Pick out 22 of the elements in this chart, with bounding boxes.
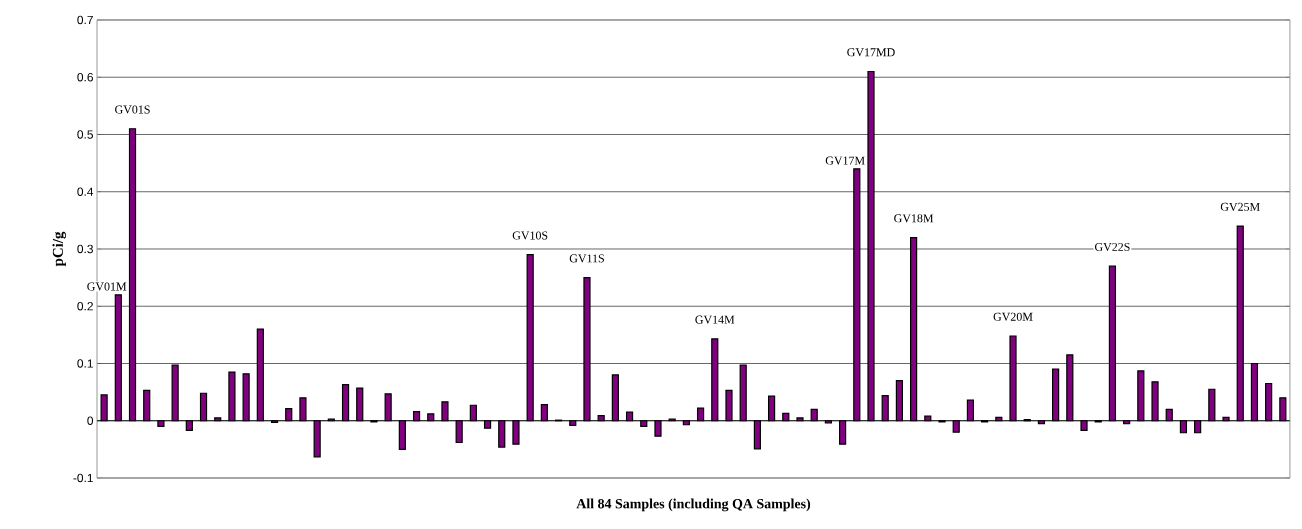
- data-label: GV11S: [569, 254, 604, 263]
- y-tick-label: -0.1: [73, 473, 93, 483]
- y-tick-label: 0.6: [77, 73, 93, 82]
- data-label: GV25M: [1220, 202, 1260, 211]
- y-tick-label: 0.1: [77, 359, 93, 368]
- data-label: GV20M: [993, 312, 1033, 321]
- y-tick-label: 0.7: [77, 15, 93, 25]
- y-tick-label: 0.4: [77, 187, 94, 196]
- y-tick-label: 0.2: [77, 302, 93, 311]
- y-tick-label: 0.5: [77, 130, 93, 139]
- data-label: GV14M: [695, 315, 735, 324]
- data-label: GV17MD: [847, 48, 895, 57]
- data-label: GV22S: [1094, 242, 1130, 252]
- data-label: GV17M: [825, 156, 865, 165]
- y-tick-label: 0.3: [77, 244, 93, 254]
- x-axis-title: All 84 Samples (including QA Samples): [576, 498, 811, 512]
- data-label: GV10S: [512, 231, 548, 240]
- y-tick-label: 0: [87, 416, 94, 425]
- y-axis-title: pCi/g: [52, 231, 67, 267]
- data-label: GV18M: [894, 214, 934, 223]
- data-label: GV01M: [87, 282, 127, 291]
- data-label: GV01S: [115, 105, 150, 114]
